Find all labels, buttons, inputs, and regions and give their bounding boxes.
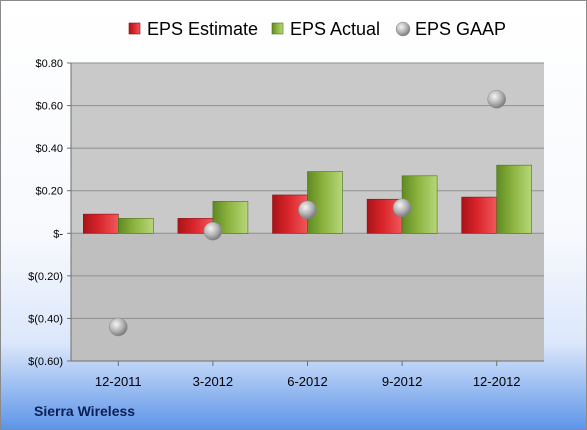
bar-eps-actual bbox=[118, 218, 154, 234]
y-tick-label: $0.60 bbox=[35, 101, 63, 113]
y-tick-label: $- bbox=[53, 228, 63, 240]
y-tick-label: $(0.40) bbox=[28, 313, 63, 325]
x-tick-label: 3-2012 bbox=[193, 374, 233, 389]
x-tick-label: 6-2012 bbox=[287, 374, 327, 389]
y-tick-label: $0.20 bbox=[35, 186, 63, 198]
marker-eps-gaap bbox=[392, 198, 412, 217]
legend-swatch-estimate bbox=[128, 22, 141, 35]
plot-area-negative bbox=[71, 233, 544, 361]
legend: EPS Estimate EPS Actual EPS GAAP bbox=[128, 19, 506, 39]
bar-eps-actual bbox=[496, 164, 533, 234]
bar-eps-estimate bbox=[83, 213, 119, 234]
marker-eps-gaap bbox=[487, 89, 506, 109]
marker-eps-gaap bbox=[203, 221, 223, 241]
bar-eps-actual bbox=[307, 171, 343, 234]
company-name: Sierra Wireless bbox=[34, 403, 136, 419]
x-tick-label: 12-2012 bbox=[473, 374, 521, 389]
y-tick-label: $(0.60) bbox=[28, 356, 63, 368]
legend-swatch-gaap bbox=[395, 21, 411, 37]
bar-eps-estimate bbox=[272, 194, 308, 234]
bar-eps-estimate bbox=[461, 196, 498, 234]
y-tick-label: $0.40 bbox=[35, 143, 63, 155]
y-tick-label: $(0.20) bbox=[28, 271, 63, 283]
marker-eps-gaap bbox=[109, 317, 128, 337]
legend-label: EPS Estimate bbox=[147, 19, 258, 39]
legend-label: EPS Actual bbox=[290, 19, 380, 39]
x-tick-label: 9-2012 bbox=[382, 374, 422, 389]
marker-eps-gaap bbox=[298, 200, 317, 220]
legend-swatch-actual bbox=[271, 22, 284, 35]
x-tick-label: 12-2011 bbox=[95, 374, 142, 389]
legend-label: EPS GAAP bbox=[415, 19, 506, 39]
y-tick-label: $0.80 bbox=[35, 58, 63, 70]
